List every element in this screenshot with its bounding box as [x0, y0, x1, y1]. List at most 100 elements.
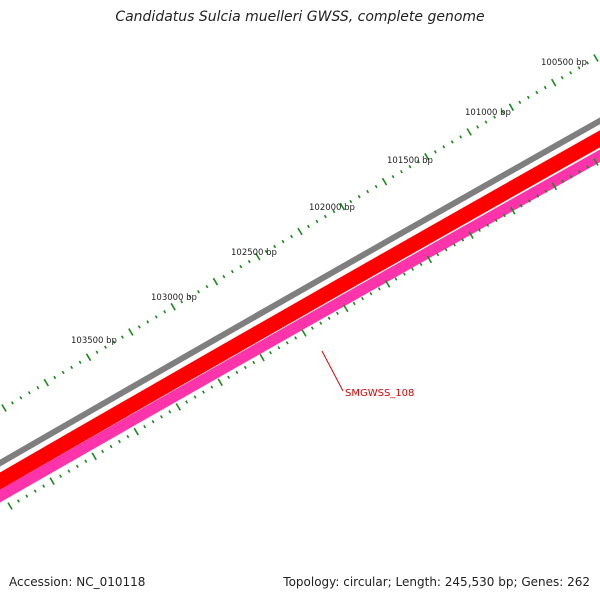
tick-mark [343, 304, 349, 313]
tick-mark [239, 264, 243, 269]
tick-mark [297, 227, 303, 236]
tick-mark [593, 54, 599, 62]
tick-mark [332, 209, 336, 214]
genome-backbone [0, 117, 600, 467]
reverse-strand-genes [0, 149, 600, 503]
tick-mark [11, 401, 14, 405]
tick-mark [450, 140, 454, 144]
tick-mark [42, 484, 46, 488]
ruler-label: 102500 bp [231, 248, 277, 258]
tick-mark [185, 400, 189, 404]
tick-mark [551, 182, 558, 191]
tick-mark [310, 326, 314, 330]
tick-mark [290, 234, 293, 239]
tick-mark [508, 103, 515, 112]
tick-mark [519, 204, 523, 208]
tick-mark [277, 346, 281, 350]
tick-mark [281, 239, 285, 244]
tick-mark [561, 179, 565, 184]
tick-mark [551, 78, 557, 87]
tick-mark [301, 329, 307, 337]
tick-mark [75, 464, 79, 468]
ruler-label: 100500 bp [541, 58, 587, 68]
tick-mark [433, 150, 437, 154]
tick-mark [146, 320, 150, 324]
tick-mark [49, 477, 55, 486]
tick-mark [453, 243, 456, 247]
tick-mark [180, 300, 184, 304]
tick-mark [461, 238, 465, 242]
tick-mark [235, 370, 239, 375]
tick-mark [133, 427, 139, 436]
tick-mark [163, 310, 167, 314]
tick-mark [503, 213, 506, 218]
tick-mark [210, 385, 214, 389]
tick-mark [518, 100, 522, 104]
gene-label: SMGWSS_108 [345, 388, 414, 399]
tick-mark [357, 194, 361, 199]
tick-mark [577, 170, 581, 174]
ruler-label: 103000 bp [151, 293, 197, 303]
tick-mark [315, 219, 319, 224]
tick-mark [444, 248, 448, 252]
tick-mark [1, 404, 7, 412]
tick-mark [361, 296, 364, 301]
tick-mark [264, 249, 268, 254]
tick-mark [243, 365, 247, 370]
tick-mark [126, 434, 130, 439]
tick-mark [170, 302, 176, 311]
accession-text: Accession: NC_010118 [9, 575, 146, 589]
tick-mark [269, 350, 272, 355]
inner-tick-marks [7, 158, 599, 510]
tick-mark [137, 325, 141, 329]
tick-mark [202, 390, 205, 394]
tick-mark [104, 345, 107, 349]
ruler-labels: 100500 bp 101000 bp 101500 bp 102000 bp … [71, 58, 587, 346]
tick-mark [154, 315, 158, 319]
tick-mark [493, 115, 496, 119]
tick-mark [319, 321, 323, 325]
tick-mark [586, 165, 590, 169]
tick-mark [411, 267, 415, 271]
tick-mark [349, 199, 353, 204]
tick-mark [535, 90, 539, 95]
tick-mark [466, 128, 472, 136]
forward-strand-genes [0, 130, 600, 490]
map-title: Candidatus Sulcia muelleri GWSS, complet… [115, 9, 485, 25]
tick-mark [217, 378, 223, 387]
tick-mark [494, 218, 498, 223]
tick-mark [569, 71, 573, 75]
tick-mark [536, 194, 540, 198]
tick-mark [510, 206, 516, 215]
tick-mark [273, 244, 277, 249]
tick-mark [85, 353, 92, 362]
tick-mark [526, 95, 530, 100]
tick-mark [339, 202, 345, 211]
tick-mark [285, 341, 289, 345]
tick-mark [416, 159, 420, 164]
tick-mark [168, 410, 172, 414]
tick-mark [143, 425, 147, 429]
tick-mark [43, 378, 49, 387]
tick-mark [442, 145, 446, 149]
tick-mark [53, 375, 57, 380]
tick-mark [336, 311, 339, 316]
tick-mark [70, 365, 74, 370]
tick-mark [27, 391, 31, 395]
tick-mark [259, 353, 265, 362]
tick-mark [501, 110, 505, 114]
tick-mark [175, 403, 181, 411]
tick-mark [67, 469, 71, 473]
tick-mark [61, 370, 65, 375]
tick-mark [419, 262, 423, 267]
outer-tick-marks [1, 54, 599, 412]
tick-mark [151, 420, 155, 424]
tick-mark [352, 301, 356, 306]
tick-mark [95, 350, 99, 354]
tick-mark [25, 494, 29, 498]
tick-mark [252, 360, 256, 365]
tick-mark [255, 252, 261, 261]
tick-mark [101, 449, 105, 454]
tick-mark [78, 360, 82, 365]
tick-mark [17, 499, 20, 503]
